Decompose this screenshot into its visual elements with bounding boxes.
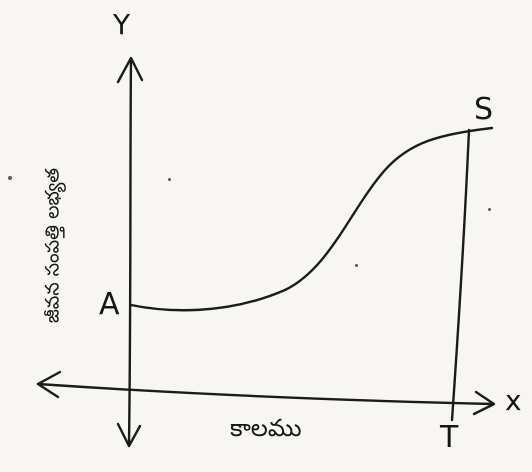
x-axis-title: కాలము xyxy=(230,414,302,442)
paper-speck xyxy=(8,176,12,180)
y-axis-bottom-arrow xyxy=(116,422,142,448)
y-axis-line xyxy=(127,58,133,446)
paper-speck xyxy=(355,264,358,267)
s-to-t-line xyxy=(450,128,471,422)
point-t-label: T xyxy=(440,420,459,455)
x-axis-right-arrow xyxy=(472,390,496,416)
x-axis-letter: x xyxy=(505,384,522,417)
y-axis-letter: Y xyxy=(113,8,131,41)
y-axis-title: జీవన సంపత్తి లభ్యత xyxy=(41,167,64,324)
y-axis-top-arrow xyxy=(116,56,144,84)
x-axis-line xyxy=(36,382,495,406)
x-axis-left-arrow xyxy=(36,370,62,399)
point-s-label: S xyxy=(474,92,494,127)
point-a-label: A xyxy=(99,287,120,322)
paper-speck xyxy=(168,178,171,181)
growth-curve xyxy=(129,126,494,312)
paper-speck xyxy=(488,208,491,211)
